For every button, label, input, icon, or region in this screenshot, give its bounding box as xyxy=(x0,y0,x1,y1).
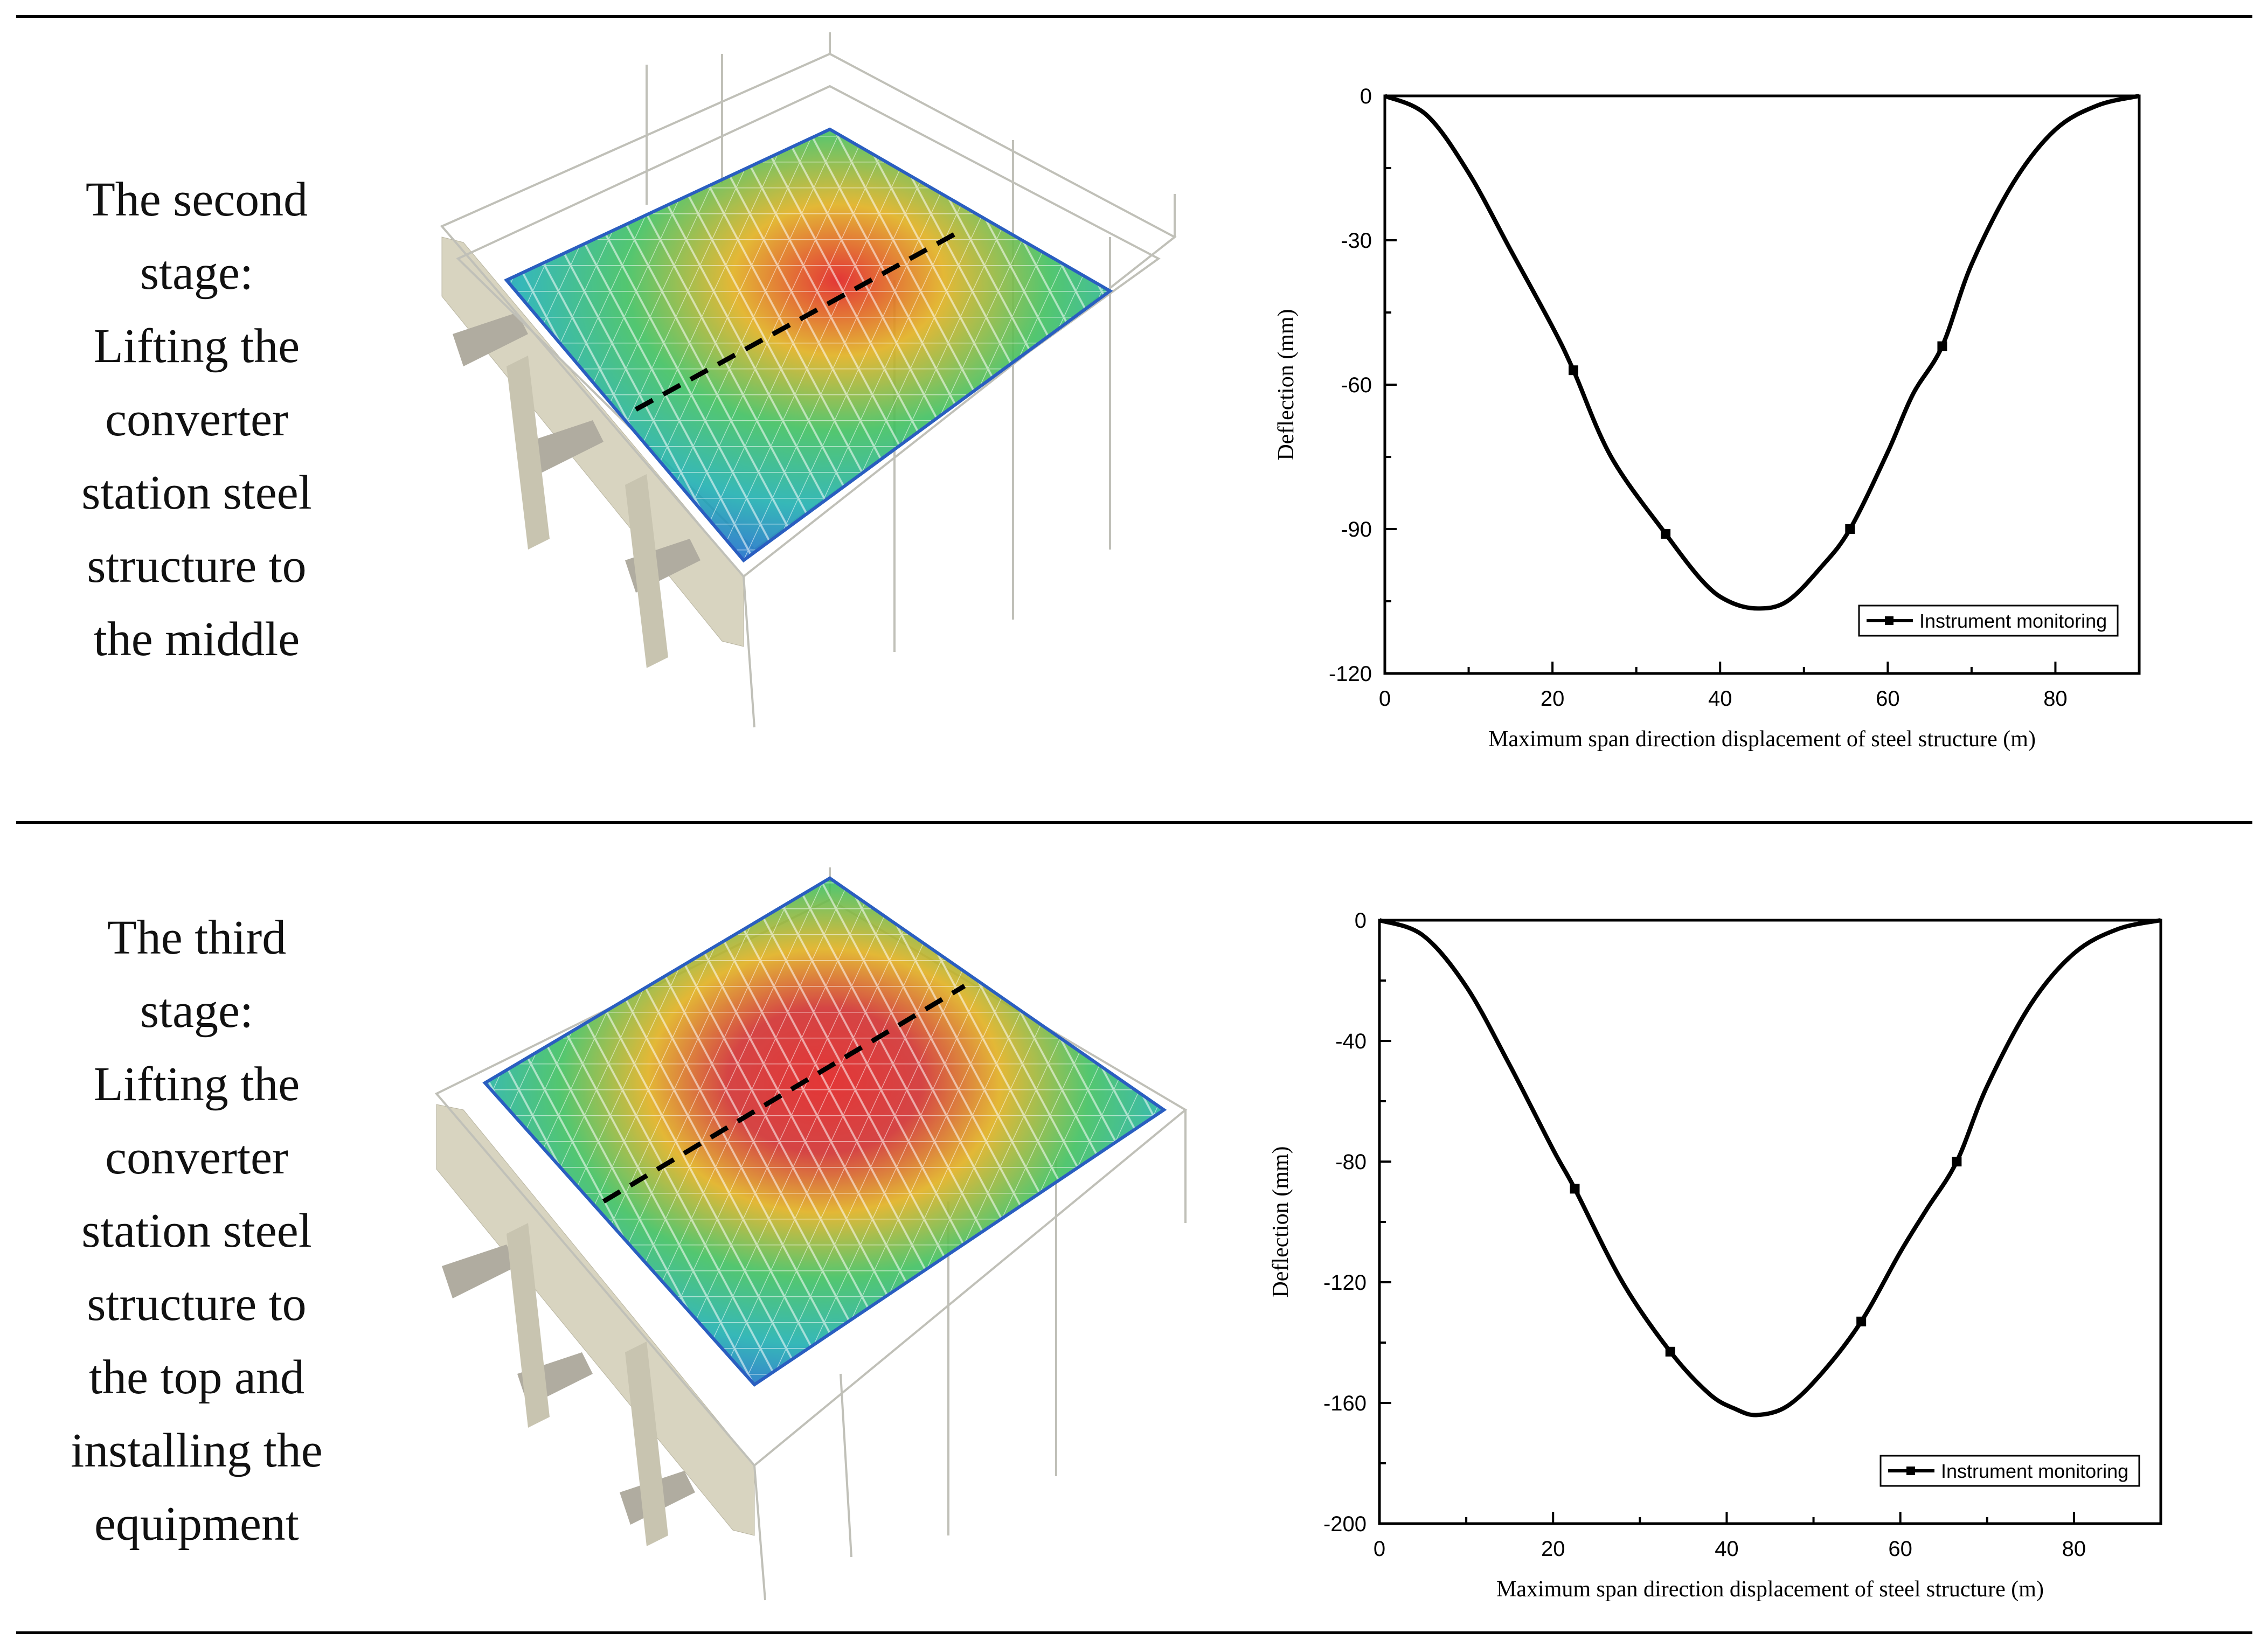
series-line xyxy=(1384,94,2140,611)
data-point xyxy=(1937,341,1947,351)
measurement-line xyxy=(602,984,966,1204)
x-tick-label: 20 xyxy=(1541,687,1565,711)
y-tick-label: -60 xyxy=(1341,373,1372,397)
stage-row-second: The second stage: Lifting the converter … xyxy=(0,0,2268,819)
space-frame-roof xyxy=(504,127,1113,563)
x-tick-label: 0 xyxy=(1374,1537,1385,1561)
middle-rule xyxy=(16,821,2252,824)
data-point xyxy=(1569,365,1578,376)
legend-marker xyxy=(1906,1467,1915,1475)
x-tick-label: 60 xyxy=(1876,687,1900,711)
x-tick-label: 60 xyxy=(1888,1537,1912,1561)
concrete-walls xyxy=(436,1104,755,1546)
y-tick-label: -120 xyxy=(1329,662,1372,686)
legend-label: Instrument monitoring xyxy=(1941,1460,2128,1482)
stage-description: The second stage: Lifting the converter … xyxy=(81,173,312,666)
deflection-chart-third-stage: 0 20 40 60 80 0 -40 -80 -120 -160 -200 Maximum span… xyxy=(1202,857,2225,1611)
bottom-rule xyxy=(16,1631,2252,1634)
x-tick-label: 0 xyxy=(1379,687,1391,711)
stage-row-third: The third stage: Lifting the converter s… xyxy=(0,824,2268,1632)
data-point xyxy=(1570,1184,1580,1194)
x-tick-label: 80 xyxy=(2043,687,2068,711)
data-point xyxy=(1856,1316,1867,1326)
y-tick-label: -200 xyxy=(1323,1512,1367,1536)
data-point xyxy=(1665,1346,1675,1357)
x-axis-label: Maximum span direction displacement of s… xyxy=(1488,727,2036,752)
x-tick-label: 80 xyxy=(2062,1537,2086,1561)
x-tick-label: 40 xyxy=(1715,1537,1739,1561)
y-tick-label: -80 xyxy=(1335,1150,1367,1174)
top-rule xyxy=(16,15,2252,18)
y-tick-label: 0 xyxy=(1360,85,1372,108)
data-point xyxy=(1952,1157,1962,1166)
y-axis-label: Deflection (mm) xyxy=(1268,1146,1293,1297)
legend-marker xyxy=(1885,616,1894,625)
y-tick-label: -160 xyxy=(1323,1392,1367,1415)
y-tick-label: -120 xyxy=(1323,1271,1367,1295)
series-line xyxy=(1378,918,2161,1417)
plot-frame xyxy=(1383,94,2141,675)
y-tick-label: 0 xyxy=(1355,909,1367,933)
plot-frame xyxy=(1378,919,2162,1525)
steel-structure-model xyxy=(420,857,1196,1611)
stage-description: The third stage: Lifting the converter s… xyxy=(71,911,323,1551)
x-tick-label: 40 xyxy=(1708,687,1732,711)
x-tick-label: 20 xyxy=(1541,1537,1565,1561)
y-tick-label: -90 xyxy=(1341,518,1372,541)
steel-structure-model xyxy=(420,32,1196,733)
space-frame-roof xyxy=(482,876,1167,1387)
concrete-walls xyxy=(441,237,744,668)
data-point xyxy=(1661,529,1671,539)
y-tick-label: -30 xyxy=(1341,229,1372,253)
x-axis-label: Maximum span direction displacement of s… xyxy=(1496,1577,2044,1602)
y-axis-label: Deflection (mm) xyxy=(1274,309,1299,460)
y-tick-label: -40 xyxy=(1335,1030,1367,1053)
legend-label: Instrument monitoring xyxy=(1919,610,2107,632)
data-point xyxy=(1845,524,1855,534)
deflection-chart-second-stage: 0 20 40 60 80 0 -30 -60 -90 -120 Maximum span dire… xyxy=(1207,32,2220,787)
